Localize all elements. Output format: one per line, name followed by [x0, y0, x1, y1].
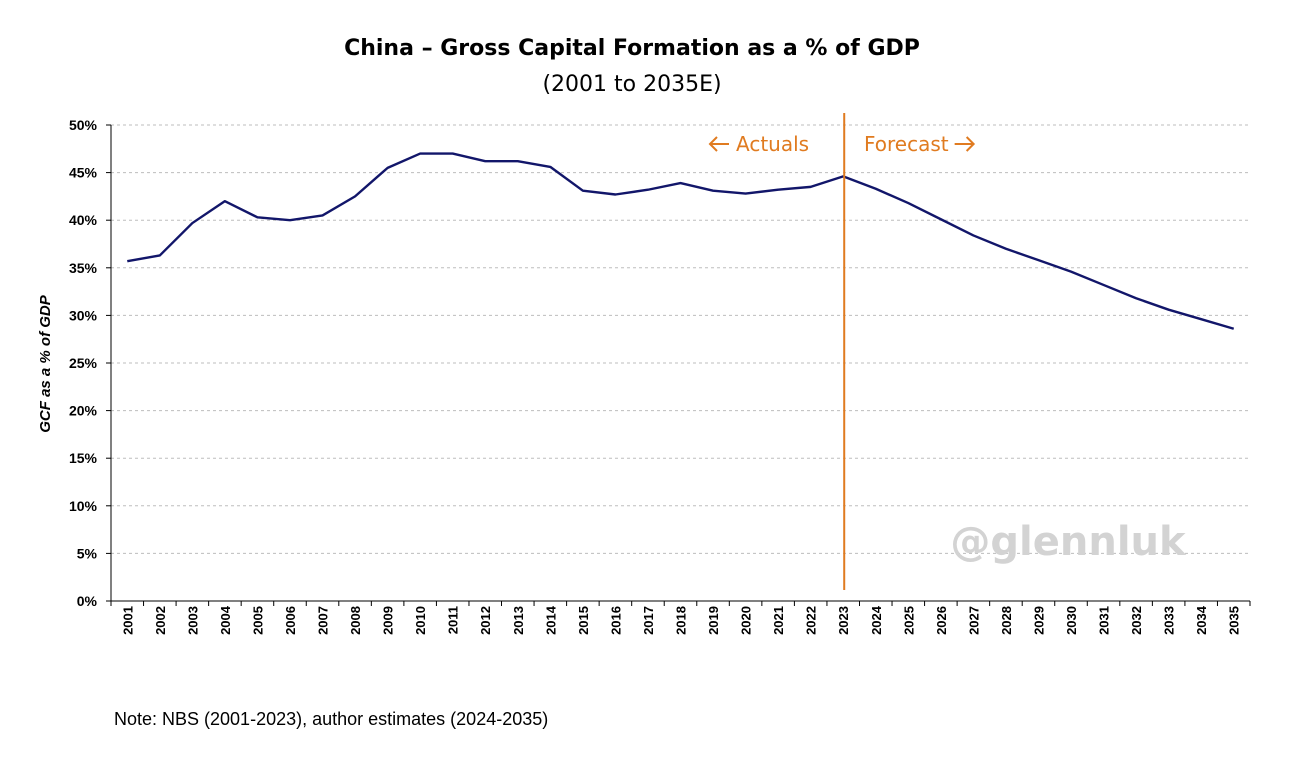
- y-tick-label: 15%: [69, 450, 98, 466]
- x-tick-label: 2022: [804, 606, 819, 635]
- y-tick-label: 25%: [69, 355, 98, 371]
- x-tick-label: 2004: [218, 605, 233, 635]
- y-tick-label: 0%: [77, 593, 98, 609]
- x-tick-label: 2010: [413, 606, 428, 635]
- x-tick-label: 2006: [283, 606, 298, 635]
- x-tick-label: 2003: [185, 606, 200, 635]
- x-tick-label: 2007: [316, 606, 331, 635]
- forecast-annotation: Forecast: [864, 132, 976, 156]
- arrow-head: [965, 136, 976, 152]
- y-tick-label: 10%: [69, 498, 98, 514]
- x-tick-label: 2021: [771, 606, 786, 635]
- forecast-label: Forecast: [864, 132, 949, 156]
- x-tick-label: 2012: [478, 606, 493, 635]
- y-tick-label: 20%: [69, 403, 98, 419]
- x-tick-label: 2008: [348, 606, 363, 635]
- series-line: [127, 152, 1235, 330]
- y-tick-label: 45%: [69, 165, 98, 181]
- x-tick-label: 2027: [966, 606, 981, 635]
- x-tick-label: 2019: [706, 606, 721, 635]
- x-tick-label: 2030: [1064, 606, 1079, 635]
- y-axis-label: GCF as a % of GDP: [37, 294, 54, 433]
- arrow-head: [708, 136, 718, 152]
- x-tick-label: 2035: [1227, 606, 1242, 635]
- x-tick-label: 2031: [1097, 606, 1112, 635]
- x-tick-label: 2029: [1031, 606, 1046, 635]
- x-tick-label: 2011: [446, 606, 461, 634]
- x-tick-label: 2023: [836, 606, 851, 635]
- x-tick-label: 2015: [576, 606, 591, 635]
- source-note: Note: NBS (2001-2023), author estimates …: [114, 709, 549, 729]
- chart-title: China – Gross Capital Formation as a % o…: [344, 36, 920, 61]
- x-tick-label: 2013: [511, 606, 526, 635]
- x-tick-label: 2033: [1162, 606, 1177, 635]
- grid-lines: [111, 124, 1250, 554]
- y-tick-label: 40%: [69, 212, 98, 228]
- x-tick-label: 2002: [153, 606, 168, 635]
- x-tick-label: 2014: [543, 605, 558, 635]
- y-tick-label: 5%: [77, 545, 98, 561]
- x-tick-label: 2034: [1194, 605, 1209, 635]
- x-tick-label: 2020: [739, 606, 754, 635]
- x-tick-label: 2032: [1129, 606, 1144, 635]
- x-tick-label: 2026: [934, 606, 949, 635]
- x-tick-label: 2005: [250, 606, 265, 635]
- y-axis-ticks: 0% 5% 10% 15% 20% 25% 30% 35% 40% 45% 50%: [69, 117, 111, 609]
- y-tick-label: 30%: [69, 307, 98, 323]
- arrow-left-icon: [708, 136, 729, 152]
- x-tick-label: 2017: [641, 606, 656, 635]
- x-axis-ticks: 2001 2002 2003 2004 2005 2006 2007 2008 2009 2010…: [110, 601, 1251, 635]
- x-tick-label: 2028: [999, 606, 1014, 635]
- actuals-label: Actuals: [736, 132, 809, 156]
- x-tick-label: 2001: [120, 606, 135, 635]
- y-tick-label: 50%: [69, 117, 98, 133]
- watermark: @glennluk: [950, 519, 1187, 565]
- y-tick-label: 35%: [69, 260, 98, 276]
- x-tick-label: 2009: [381, 606, 396, 635]
- x-tick-label: 2025: [901, 606, 916, 635]
- x-tick-label: 2018: [674, 606, 689, 635]
- arrow-right-icon: [954, 136, 976, 152]
- x-tick-label: 2016: [608, 606, 623, 635]
- actuals-annotation: Actuals: [708, 132, 809, 156]
- chart-subtitle: (2001 to 2035E): [542, 72, 722, 97]
- x-tick-label: 2024: [869, 605, 884, 635]
